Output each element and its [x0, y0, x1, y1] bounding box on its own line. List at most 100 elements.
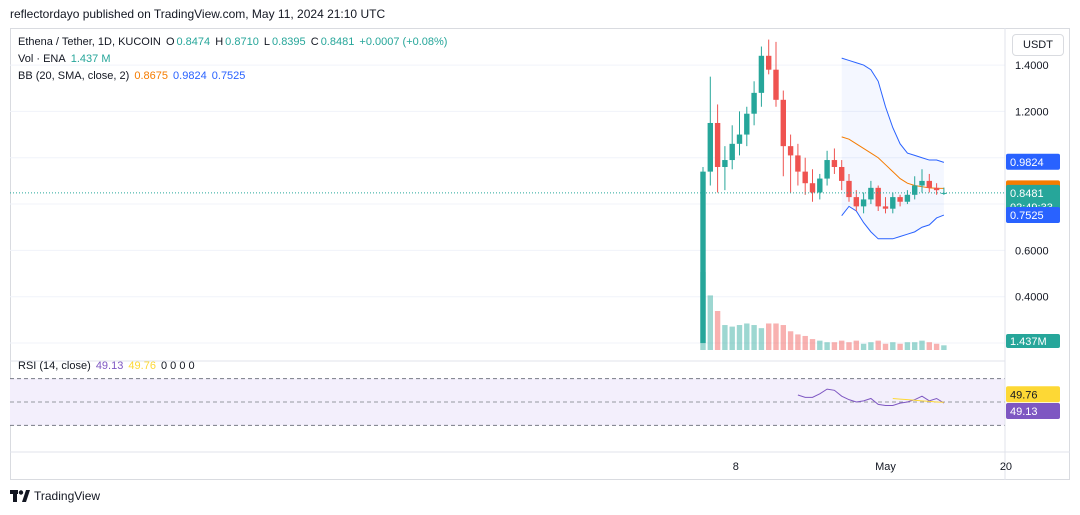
candle-body — [824, 160, 830, 179]
volume-bar — [780, 325, 786, 350]
price-tick-label: 0.6000 — [1015, 245, 1049, 257]
currency-button[interactable]: USDT — [1012, 34, 1064, 56]
volume-badge-text: 1.437M — [1010, 336, 1047, 348]
candle-body — [853, 197, 859, 207]
legend-open: 0.8474 — [176, 36, 211, 48]
legend-open-label: O — [165, 36, 175, 48]
rsi-badge-bg — [1006, 403, 1060, 420]
candle-body — [714, 122, 721, 167]
candle-body — [780, 99, 786, 147]
last-price-badge-text: 0.8481 — [1010, 188, 1044, 200]
volume-bar — [809, 339, 816, 350]
legend-symbol: Ethena / Tether, 1D, KUCOIN — [18, 36, 161, 48]
time-tick-label: May — [875, 461, 896, 473]
publisher-header: reflectordayo published on TradingView.c… — [10, 7, 386, 21]
volume-bar — [817, 340, 823, 350]
bb-lower-badge: 0.7525 — [1006, 207, 1060, 224]
candle-body — [846, 180, 852, 198]
volume-bar — [795, 334, 801, 350]
bb-upper-badge-text: 0.9824 — [1010, 157, 1044, 169]
volume-bar — [926, 342, 932, 350]
rsi-line — [797, 388, 945, 407]
price-tick-label: 1.4000 — [1015, 60, 1049, 72]
volume-bar — [897, 343, 903, 350]
candle-body — [751, 92, 757, 114]
volume-bar — [787, 331, 794, 350]
candle-body — [707, 122, 713, 172]
candle-body — [700, 171, 706, 344]
volume-bar — [912, 342, 918, 350]
candle-body — [933, 187, 940, 191]
candle-body — [809, 183, 816, 193]
volume-bar — [831, 342, 838, 350]
volume-bar — [766, 323, 772, 350]
volume-bar — [707, 295, 713, 350]
legend-low: 0.8395 — [272, 36, 306, 48]
legend-close-label: C — [310, 36, 319, 48]
rsi-badge: 49.13 — [1006, 403, 1060, 420]
volume-bar — [846, 342, 852, 350]
volume-bar — [714, 311, 721, 350]
rsi-ma-badge: 49.76 — [1006, 386, 1060, 403]
chart-canvas[interactable]: 1.40001.20001.00000.80000.60000.40000.20… — [10, 28, 1070, 480]
legend-rsi-label: RSI (14, close) — [18, 360, 91, 372]
legend-volume-value: 1.437 M — [70, 53, 111, 65]
volume-bar — [890, 342, 896, 350]
bb-fill — [841, 58, 944, 239]
chart-frame — [10, 28, 1070, 480]
volume-bar — [744, 323, 750, 350]
legend-high-label: H — [215, 36, 224, 48]
legend-volume-label: Vol · ENA — [18, 53, 66, 65]
legend-rsi-ma: 49.76 — [128, 360, 156, 372]
legend-close: 0.8481 — [320, 36, 355, 48]
legend-rsi-value: 49.13 — [95, 360, 124, 372]
candle-body — [926, 180, 932, 188]
candle-body — [882, 206, 889, 209]
volume-bar — [751, 325, 757, 350]
candle-body — [736, 134, 743, 144]
bb-upper-badge: 0.9824 — [1006, 153, 1060, 170]
candle-body — [773, 69, 779, 100]
candle-body — [875, 187, 881, 207]
legend-bb-upper: 0.9824 — [173, 70, 207, 82]
legend-rsi-extra: 0 0 0 0 — [161, 360, 195, 372]
candle-body — [729, 143, 735, 161]
bb-lower-badge-bg — [1006, 207, 1060, 224]
candle-body — [904, 194, 911, 202]
legend-high: 0.8710 — [225, 36, 259, 48]
candle-body — [912, 185, 918, 195]
price-tick-label: 1.2000 — [1015, 106, 1049, 118]
rsi-ma-badge-text: 49.76 — [1010, 389, 1038, 401]
legend-low-label: L — [263, 36, 271, 48]
legend-change: +0.0007 (+0.08%) — [359, 36, 448, 48]
time-tick-label: 8 — [733, 461, 739, 473]
footer-brand: TradingView — [34, 489, 101, 503]
candle-body — [897, 197, 903, 202]
candle-body — [795, 155, 801, 172]
legend-bb-label: BB (20, SMA, close, 2) — [18, 70, 130, 82]
bb-upper-line — [841, 57, 945, 163]
volume-bar — [729, 326, 735, 350]
volume-bar — [875, 340, 881, 350]
candle-body — [839, 166, 845, 181]
candle-body — [758, 55, 765, 93]
candle-body — [890, 197, 896, 209]
bb-lower-badge-text: 0.7525 — [1010, 210, 1044, 222]
time-tick-label: 20 — [1000, 461, 1012, 473]
legend-volume-row: Vol · ENA 1.437 M — [18, 53, 113, 65]
volume-bar — [882, 343, 889, 350]
volume-bar — [941, 345, 947, 350]
volume-bar — [933, 343, 940, 350]
legend-symbol-row: Ethena / Tether, 1D, KUCOIN O 0.8474 H 0.8… — [18, 36, 449, 48]
volume-bar — [773, 323, 779, 350]
volume-bar — [802, 335, 808, 350]
candle-body — [802, 171, 808, 184]
bb-upper-badge-bg — [1006, 153, 1060, 170]
volume-bar — [722, 325, 728, 350]
candle-body — [817, 178, 823, 193]
volume-bar — [853, 340, 859, 350]
rsi-badge-text: 49.13 — [1010, 406, 1038, 418]
volume-badge: 1.437M — [1006, 334, 1060, 348]
candle-body — [868, 187, 874, 200]
tradingview-logo-icon — [10, 490, 30, 502]
